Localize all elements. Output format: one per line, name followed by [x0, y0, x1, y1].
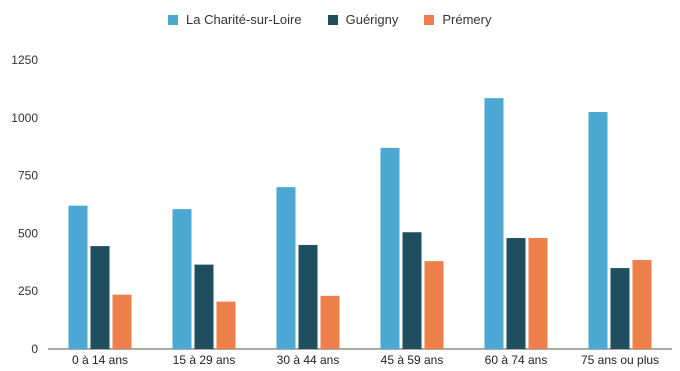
- y-tick-label: 250: [18, 284, 38, 298]
- bar: [506, 238, 526, 349]
- y-tick-label: 1000: [11, 111, 38, 125]
- bar: [320, 295, 340, 349]
- legend-label-premery: Prémery: [442, 12, 492, 27]
- bar: [484, 98, 504, 349]
- bar: [424, 261, 444, 349]
- legend-swatch-la-charite: [168, 14, 178, 25]
- bar: [112, 294, 132, 349]
- x-tick-label: 30 à 44 ans: [277, 353, 340, 367]
- legend-item-guerigny: Guérigny: [327, 12, 399, 27]
- bar: [172, 209, 192, 349]
- bar: [610, 268, 630, 349]
- y-tick-label: 750: [18, 169, 38, 183]
- legend-item-la-charite: La Charité-sur-Loire: [168, 12, 302, 27]
- bar: [298, 244, 318, 349]
- x-tick-label: 60 à 74 ans: [485, 353, 548, 367]
- bar: [632, 259, 652, 349]
- y-tick-label: 500: [18, 226, 38, 240]
- x-tick-label: 75 ans ou plus: [581, 353, 659, 367]
- legend-item-premery: Prémery: [424, 12, 491, 27]
- bar: [402, 232, 422, 349]
- x-tick-label: 0 à 14 ans: [72, 353, 128, 367]
- bar: [216, 301, 236, 349]
- bar: [90, 246, 110, 349]
- bar: [588, 112, 608, 350]
- x-tick-label: 45 à 59 ans: [381, 353, 444, 367]
- y-tick-label: 1250: [11, 53, 38, 67]
- bar: [380, 147, 400, 349]
- legend-swatch-premery: [424, 14, 435, 25]
- bar: [194, 264, 214, 349]
- bar: [276, 187, 296, 349]
- bar: [528, 238, 548, 349]
- bar: [68, 205, 88, 349]
- legend: La Charité-sur-Loire Guérigny Prémery: [168, 12, 491, 27]
- y-tick-label: 0: [31, 342, 38, 356]
- legend-label-guerigny: Guérigny: [345, 12, 399, 27]
- legend-label-la-charite: La Charité-sur-Loire: [186, 12, 302, 27]
- legend-swatch-guerigny: [327, 14, 338, 25]
- x-tick-label: 15 à 29 ans: [173, 353, 236, 367]
